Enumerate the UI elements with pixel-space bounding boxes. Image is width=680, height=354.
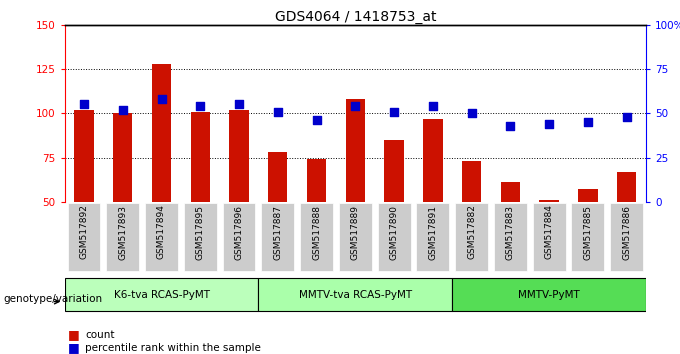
Point [156, 96, 167, 102]
FancyBboxPatch shape [610, 203, 643, 271]
FancyBboxPatch shape [300, 203, 333, 271]
Point [78, 102, 89, 107]
Point [388, 109, 399, 114]
Bar [307, 159, 326, 202]
Text: percentile rank within the sample: percentile rank within the sample [85, 343, 261, 353]
Bar [462, 161, 481, 202]
Text: GSM517889: GSM517889 [351, 205, 360, 259]
FancyBboxPatch shape [145, 203, 178, 271]
Bar [500, 182, 520, 202]
Bar [113, 113, 133, 202]
Point [622, 114, 632, 120]
Text: GSM517891: GSM517891 [428, 205, 437, 259]
FancyBboxPatch shape [67, 203, 101, 271]
FancyBboxPatch shape [261, 203, 294, 271]
Text: K6-tva RCAS-PyMT: K6-tva RCAS-PyMT [114, 290, 209, 300]
Point [350, 103, 360, 109]
Text: GSM517888: GSM517888 [312, 205, 321, 259]
Text: count: count [85, 330, 114, 339]
Text: GSM517882: GSM517882 [467, 205, 476, 259]
Text: ■: ■ [68, 341, 80, 354]
Text: ■: ■ [68, 328, 80, 341]
Text: GSM517895: GSM517895 [196, 205, 205, 259]
FancyBboxPatch shape [452, 278, 646, 312]
FancyBboxPatch shape [258, 278, 452, 312]
Bar [617, 172, 636, 202]
Point [117, 107, 128, 113]
FancyBboxPatch shape [377, 203, 411, 271]
Bar [345, 99, 365, 202]
FancyBboxPatch shape [222, 203, 256, 271]
Point [544, 121, 555, 127]
Text: GSM517884: GSM517884 [545, 205, 554, 259]
Bar [190, 112, 210, 202]
FancyBboxPatch shape [494, 203, 527, 271]
Point [427, 103, 438, 109]
Text: GSM517887: GSM517887 [273, 205, 282, 259]
Text: GSM517893: GSM517893 [118, 205, 127, 259]
FancyBboxPatch shape [106, 203, 139, 271]
Bar [384, 140, 404, 202]
Text: GSM517896: GSM517896 [235, 205, 243, 259]
Text: GSM517890: GSM517890 [390, 205, 398, 259]
Bar [74, 110, 94, 202]
Bar [539, 200, 559, 202]
FancyBboxPatch shape [455, 203, 488, 271]
Text: genotype/variation: genotype/variation [3, 294, 103, 304]
Text: MMTV-tva RCAS-PyMT: MMTV-tva RCAS-PyMT [299, 290, 412, 300]
Text: GSM517883: GSM517883 [506, 205, 515, 259]
Point [582, 119, 593, 125]
FancyBboxPatch shape [184, 203, 217, 271]
Text: MMTV-PyMT: MMTV-PyMT [518, 290, 580, 300]
Point [194, 103, 205, 109]
Text: GSM517886: GSM517886 [622, 205, 631, 259]
Bar [152, 64, 171, 202]
Title: GDS4064 / 1418753_at: GDS4064 / 1418753_at [275, 10, 436, 24]
Bar [268, 152, 288, 202]
Text: GSM517894: GSM517894 [157, 205, 166, 259]
Bar [423, 119, 443, 202]
Text: GSM517885: GSM517885 [583, 205, 592, 259]
Point [234, 102, 245, 107]
FancyBboxPatch shape [416, 203, 449, 271]
Point [466, 110, 477, 116]
Point [272, 109, 283, 114]
FancyBboxPatch shape [571, 203, 605, 271]
Bar [578, 189, 598, 202]
Bar [229, 110, 249, 202]
Text: GSM517892: GSM517892 [80, 205, 88, 259]
FancyBboxPatch shape [65, 278, 258, 312]
Point [311, 118, 322, 123]
FancyBboxPatch shape [339, 203, 372, 271]
Point [505, 123, 515, 129]
FancyBboxPatch shape [532, 203, 566, 271]
